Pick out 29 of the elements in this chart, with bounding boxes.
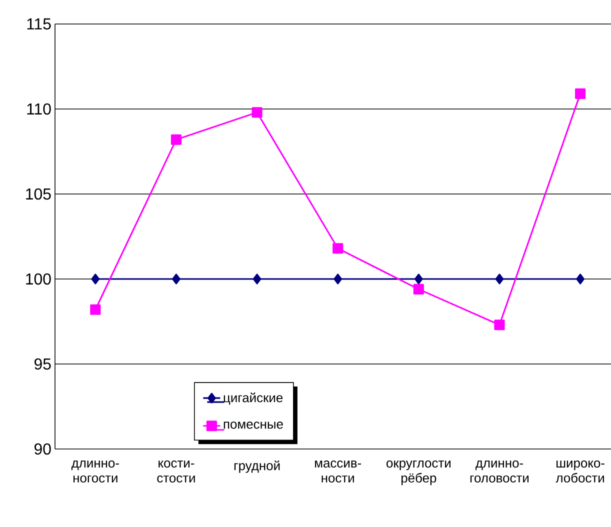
x-tick-label: округлости рёбер [386,460,450,486]
point [90,304,101,315]
point [414,274,423,284]
x-tick-label: кости- стости [157,460,195,483]
y-tick-label: 95 [34,358,51,370]
legend-label: цигайские [224,392,283,405]
point [91,274,100,284]
y-tick-label: 90 [34,443,51,455]
y-tick-label: 100 [26,273,51,285]
x-tick-label: массив- ности [315,460,362,483]
point [413,284,424,294]
x-tick-label: длинно- ногости [71,460,119,483]
point [575,88,586,99]
point [170,134,182,145]
y-tick-label: 115 [27,18,51,30]
point [494,320,505,330]
point [576,274,584,284]
x-tick-label: длинно- головости [470,460,529,483]
point [334,274,342,284]
x-tick-label: грудной [234,460,280,473]
point [332,243,344,254]
point [172,274,180,284]
point [252,107,262,118]
point [495,274,504,284]
y-tick-label: 105 [26,188,51,200]
point [252,274,262,284]
y-tick-label: 110 [27,103,51,115]
legend-label: помесные [224,422,283,429]
x-tick-label: широко- лобости [556,460,604,483]
